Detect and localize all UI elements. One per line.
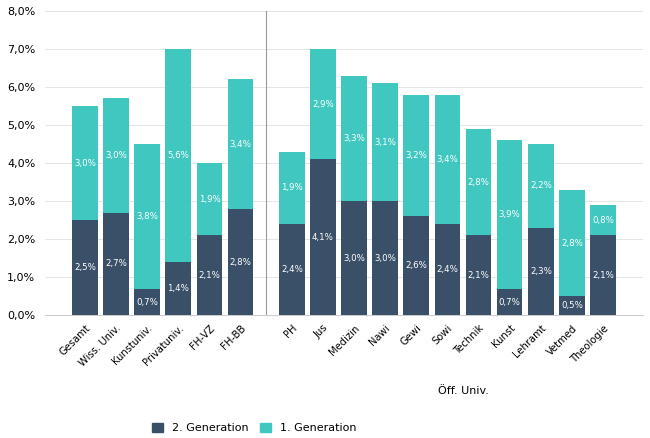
Text: 0,8%: 0,8% [592,216,614,225]
Text: 3,0%: 3,0% [374,254,396,263]
Bar [341,76,367,201]
Bar [279,224,305,315]
Text: 5,6%: 5,6% [167,151,189,160]
Text: 2,4%: 2,4% [437,265,458,274]
Bar [466,129,491,236]
Text: 2,1%: 2,1% [198,271,220,280]
Bar [466,236,491,315]
Text: 2,8%: 2,8% [467,178,489,187]
Bar [310,159,336,315]
Text: 1,4%: 1,4% [167,284,189,293]
Bar [372,83,398,201]
Bar [341,201,367,315]
Text: 2,8%: 2,8% [229,258,252,267]
Text: 3,8%: 3,8% [136,212,158,221]
Text: 0,7%: 0,7% [499,297,521,307]
Text: 3,0%: 3,0% [343,254,365,263]
Bar [227,79,254,209]
Text: 2,7%: 2,7% [105,259,127,268]
Text: 2,1%: 2,1% [467,271,489,280]
Text: Öff. Univ.: Öff. Univ. [437,386,488,396]
Text: 2,1%: 2,1% [592,271,614,280]
Bar [559,297,585,315]
Bar [528,228,554,315]
Text: 2,3%: 2,3% [530,267,552,276]
Bar [279,152,305,224]
Bar [404,95,429,216]
Text: 1,9%: 1,9% [198,195,220,204]
Text: 3,0%: 3,0% [105,151,127,160]
Bar [227,209,254,315]
Text: 4,1%: 4,1% [312,233,334,242]
Bar [435,95,460,224]
Bar [590,236,616,315]
Text: 3,4%: 3,4% [437,155,458,164]
Text: 2,8%: 2,8% [561,239,583,247]
Text: 3,4%: 3,4% [229,140,252,148]
Text: 0,7%: 0,7% [136,297,158,307]
Bar [135,289,160,315]
Text: 3,1%: 3,1% [374,138,396,147]
Text: 3,0%: 3,0% [74,159,96,168]
Text: 2,4%: 2,4% [281,265,303,274]
Bar [166,262,191,315]
Text: 1,9%: 1,9% [281,184,303,192]
Legend: 2. Generation, 1. Generation: 2. Generation, 1. Generation [148,418,361,438]
Bar [196,163,222,236]
Text: 3,9%: 3,9% [499,210,521,219]
Bar [528,144,554,228]
Text: 2,9%: 2,9% [312,100,334,109]
Text: 3,2%: 3,2% [406,151,427,160]
Bar [590,205,616,236]
Bar [72,220,98,315]
Bar [103,212,129,315]
Text: 3,3%: 3,3% [343,134,365,143]
Text: 0,5%: 0,5% [561,301,583,311]
Bar [135,144,160,289]
Bar [196,236,222,315]
Bar [559,190,585,297]
Bar [310,49,336,159]
Bar [497,140,523,289]
Text: 2,6%: 2,6% [406,261,427,270]
Bar [166,49,191,262]
Text: 2,2%: 2,2% [530,181,552,191]
Bar [497,289,523,315]
Bar [72,106,98,220]
Bar [435,224,460,315]
Text: 2,5%: 2,5% [74,263,96,272]
Bar [404,216,429,315]
Bar [103,99,129,212]
Bar [372,201,398,315]
